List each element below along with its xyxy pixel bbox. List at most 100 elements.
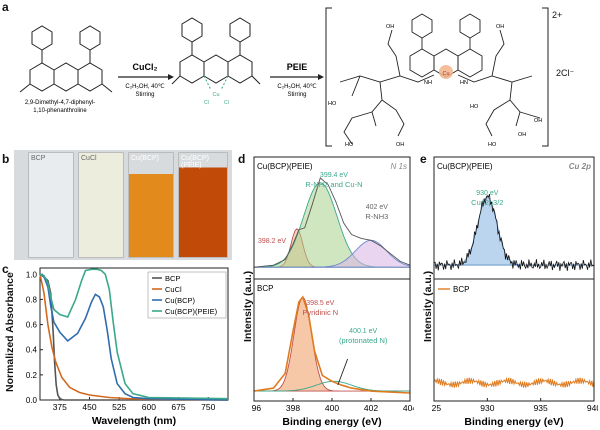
ann-bot2-value: 400.1 eV — [349, 328, 377, 335]
n1s-component-2 — [253, 239, 411, 268]
top-tag: N 1s — [391, 162, 407, 171]
reactant-name-line2: 1,10-phenanthroline — [33, 108, 87, 114]
vial-cubcp: Cu(BCP) — [128, 152, 174, 258]
y-tick-label: 0.8 — [26, 295, 38, 304]
vial-label-bcp: BCP — [31, 155, 46, 162]
x-tick-label: 750 — [201, 402, 215, 412]
panel-a-scheme: 2,9-Dimethyl-4,7-diphenyl- 1,10-phenanth… — [19, 7, 549, 148]
oh-label-3: OH — [396, 142, 404, 148]
top-title: Cu(BCP)(PEIE) — [257, 162, 313, 171]
panel-b-label: b — [2, 152, 10, 166]
vial-cucl: CuCl — [78, 152, 124, 258]
x-tick-label: 525 — [112, 402, 126, 412]
charge-label: 2+ — [552, 10, 563, 20]
cond2b-text: Stirring — [287, 92, 306, 98]
panel-d-label: d — [238, 152, 246, 166]
product-structure — [339, 13, 541, 145]
panel-c-label: c — [2, 262, 9, 276]
vial-cubcp-peie: Cu(BCP)(PEIE) — [178, 152, 228, 258]
ann-value: 930 eV — [476, 190, 499, 197]
panel-e-label: e — [420, 152, 427, 166]
x-tick-label: 404 — [403, 403, 414, 413]
cu-center-highlight — [439, 65, 453, 79]
cu2p-fit — [433, 196, 595, 266]
ann-bot1-value: 398.5 eV — [306, 300, 334, 307]
oh-label-1: OH — [386, 24, 394, 30]
vial-label-cucl: CuCl — [81, 155, 97, 162]
cond1b-text: Stirring — [135, 92, 154, 98]
frame-bottom — [433, 278, 595, 402]
oh-label-4: OH — [518, 132, 526, 138]
x-axis-label: Binding energy (eV) — [282, 416, 381, 428]
cl-label-1: Cl — [204, 100, 209, 106]
x-tick-label: 396 — [252, 403, 261, 413]
vial-photo: BCP CuCl Cu(BCP) Cu(BCP)(PEIE) — [14, 150, 232, 260]
reagent1-text: CuCl₂ — [133, 62, 158, 72]
top-title: Cu(BCP)(PEIE) — [437, 162, 493, 171]
x-tick-label: 450 — [82, 402, 96, 412]
x-tick-label: 600 — [142, 402, 156, 412]
cubcp-structure — [171, 17, 261, 91]
series-line-2 — [39, 273, 229, 401]
cu-center-label: Cu — [442, 71, 449, 77]
ann-top3: 398.2 eV — [258, 238, 286, 245]
y-tick-label: 0.0 — [26, 396, 38, 405]
x-tick-label: 398 — [286, 403, 300, 413]
oh-label-2: OH — [496, 24, 504, 30]
legend-label-0: BCP — [165, 274, 180, 283]
bcp-cu2p-line — [433, 376, 595, 389]
x-tick-label: 925 — [432, 403, 441, 413]
counterion-label: 2Cl⁻ — [556, 68, 575, 78]
ho-label-4: HO — [488, 142, 497, 148]
n1s-xps-chart: 396 398 400 402 404 Binding energy (eV) Cu(BCP… — [252, 156, 414, 428]
ho-label-1: HO — [328, 101, 337, 107]
cu2p-raw — [433, 194, 595, 271]
cond1a-text: C₂H₅OH, 40℃ — [125, 84, 164, 90]
legend-label: BCP — [453, 285, 469, 294]
series-line-1 — [39, 274, 229, 401]
cl-label-2: Cl — [224, 100, 229, 106]
cu-atom-label: Cu — [212, 92, 219, 98]
vial-label-cubcp-peie: Cu(BCP)(PEIE) — [181, 155, 210, 169]
x-tick-label: 400 — [325, 403, 339, 413]
y-tick-label: 0.2 — [26, 371, 38, 380]
ann-top2-text: R-NH3 — [365, 212, 388, 221]
legend-label-2: Cu(BCP) — [165, 296, 196, 305]
x-tick-label: 402 — [364, 403, 378, 413]
bracket-left — [325, 7, 332, 147]
ho-label-3: HO — [470, 104, 479, 110]
y-tick-label: 1.0 — [26, 270, 38, 279]
x-tick-label: 375 — [53, 402, 67, 412]
legend-label-1: CuCl — [165, 285, 182, 294]
ann-bot2-arrow — [337, 358, 349, 386]
x-tick-label: 940 — [587, 403, 598, 413]
series-line-3 — [39, 268, 229, 400]
n1s-envelope-bottom — [253, 295, 411, 394]
ann-top1-value: 399.4 eV — [320, 172, 348, 179]
x-tick-label: 675 — [171, 402, 185, 412]
ann-top1-text: R-NH2 and Cu-N — [305, 180, 362, 189]
uv-vis-chart: 375 450 525 600 675 750 0.0 0.2 0.4 0.6 0.8 1.0 Wave… — [26, 267, 229, 427]
cond2a-text: C₂H₅OH, 40℃ — [277, 84, 316, 90]
cu2p-xps-chart: 925 930 935 940 Binding energy (eV) Cu(BCP)(P… — [432, 156, 598, 428]
n1s-envelope-top — [253, 177, 411, 268]
reagent2-text: PEIE — [287, 62, 308, 72]
ann-text: Cu⁺2p3/2 — [471, 198, 503, 207]
ann-top2-value: 402 eV — [366, 204, 389, 211]
ann-bot1-text: Pyridinic N — [302, 308, 338, 317]
hn-label: HN — [460, 80, 468, 86]
ho-label-2: HO — [345, 142, 354, 148]
vial-bcp: BCP — [28, 152, 74, 258]
top-tag: Cu 2p — [569, 162, 591, 171]
legend-label-3: Cu(BCP)(PEIE) — [165, 307, 218, 316]
ann-bot2-text: (protonated N) — [339, 336, 388, 345]
x-axis-label: Binding energy (eV) — [464, 416, 563, 428]
panel-a-label: a — [2, 0, 9, 14]
x-tick-label: 935 — [534, 403, 548, 413]
nh-label: NH — [424, 80, 432, 86]
reactant-name-line1: 2,9-Dimethyl-4,7-diphenyl- — [25, 100, 95, 106]
y-tick-label: 0.4 — [26, 346, 38, 355]
vial-label-cubcp: Cu(BCP) — [131, 155, 160, 162]
x-axis-label: Wavelength (nm) — [92, 415, 176, 427]
y-tick-label: 0.6 — [26, 321, 38, 330]
